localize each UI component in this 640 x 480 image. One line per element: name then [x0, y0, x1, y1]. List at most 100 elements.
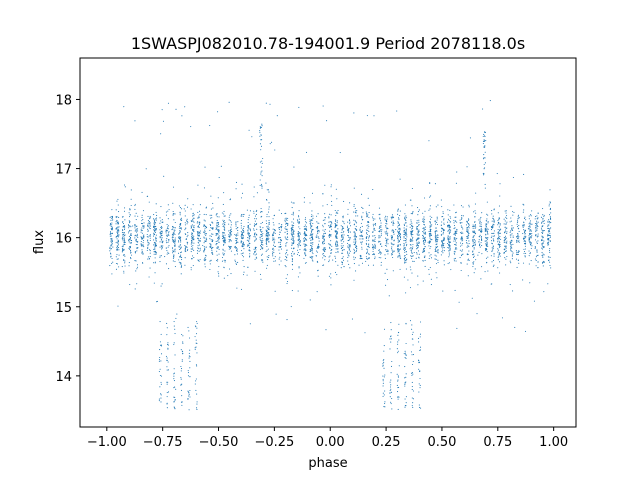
data-point	[193, 217, 195, 219]
data-point	[358, 264, 360, 266]
data-point	[486, 227, 488, 229]
data-point	[434, 183, 436, 185]
data-point	[141, 227, 143, 229]
data-point	[422, 220, 424, 222]
data-point	[216, 216, 218, 218]
data-point	[249, 210, 251, 212]
data-point	[297, 235, 299, 237]
data-point	[273, 249, 275, 251]
data-point	[266, 264, 268, 266]
data-point	[468, 246, 470, 248]
data-point	[137, 247, 139, 249]
data-point	[196, 403, 198, 405]
data-point	[417, 238, 419, 240]
data-point	[342, 236, 344, 238]
data-point	[215, 214, 217, 216]
data-point	[186, 236, 188, 238]
data-point	[297, 232, 299, 234]
data-point	[210, 208, 212, 210]
data-point	[447, 262, 449, 265]
data-point	[448, 256, 450, 258]
data-point	[211, 233, 213, 235]
data-point	[242, 214, 244, 216]
data-point	[223, 210, 225, 212]
data-point	[205, 239, 207, 241]
data-point	[493, 235, 495, 237]
data-point	[179, 248, 181, 251]
data-point	[304, 245, 306, 247]
data-point	[541, 225, 543, 227]
data-point	[334, 227, 336, 229]
data-point	[122, 226, 124, 228]
data-point	[384, 254, 386, 256]
data-point	[222, 233, 224, 235]
data-point	[267, 259, 269, 261]
data-point	[159, 321, 161, 323]
data-point	[516, 252, 518, 254]
data-point	[529, 225, 531, 227]
data-point	[190, 234, 192, 236]
data-point	[410, 351, 413, 353]
data-point	[316, 234, 318, 236]
data-point	[255, 213, 257, 216]
data-point	[328, 261, 330, 263]
data-point	[315, 250, 318, 252]
data-point	[223, 236, 225, 238]
data-point	[122, 234, 124, 236]
data-point	[431, 239, 433, 241]
data-point	[173, 321, 175, 323]
data-point	[179, 214, 181, 216]
data-point	[361, 238, 363, 240]
data-point	[498, 217, 500, 219]
data-point	[116, 216, 118, 218]
data-point	[130, 252, 132, 254]
data-point	[424, 229, 426, 231]
data-point	[161, 246, 163, 248]
data-point	[155, 230, 157, 232]
data-point	[416, 252, 418, 254]
data-point	[110, 226, 112, 228]
data-point	[268, 216, 270, 218]
data-point	[423, 249, 426, 251]
data-point	[130, 204, 132, 207]
data-point	[155, 236, 157, 238]
data-point	[506, 255, 508, 258]
data-point	[428, 269, 430, 271]
data-point	[317, 269, 319, 271]
data-point	[255, 210, 257, 213]
data-point	[548, 256, 550, 258]
data-point	[505, 247, 507, 249]
data-point	[241, 245, 243, 247]
data-point	[193, 239, 195, 241]
data-point	[297, 290, 299, 292]
data-point	[505, 250, 507, 252]
data-point	[161, 231, 163, 233]
data-point	[124, 235, 126, 237]
data-point	[531, 233, 533, 235]
data-point	[472, 225, 474, 228]
data-point	[543, 223, 545, 225]
data-point	[484, 240, 486, 242]
data-point	[273, 224, 275, 226]
data-point	[448, 232, 450, 234]
data-point	[354, 235, 356, 237]
data-point	[399, 234, 401, 236]
x-axis: −1.00 −0.75 −0.50 −0.25 0.00 0.25 0.50 0.75 1.00	[87, 427, 568, 450]
data-point	[224, 238, 226, 240]
data-point	[149, 252, 151, 254]
data-point	[304, 227, 306, 229]
data-point	[384, 257, 386, 260]
data-point	[253, 225, 256, 227]
data-point	[111, 216, 114, 218]
data-point	[491, 232, 493, 235]
data-point	[347, 239, 349, 242]
data-point	[155, 234, 157, 236]
data-point	[422, 231, 424, 233]
data-point	[123, 248, 125, 250]
data-point	[240, 220, 242, 222]
data-point	[449, 228, 451, 230]
data-point	[218, 248, 220, 250]
data-point	[173, 256, 175, 258]
data-point	[383, 406, 385, 408]
data-point	[196, 327, 198, 329]
